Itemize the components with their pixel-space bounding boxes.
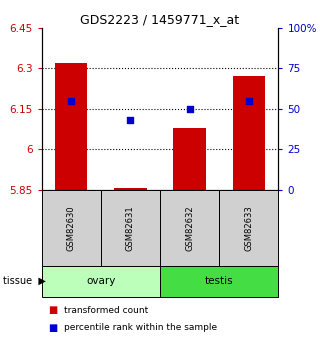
Text: tissue  ▶: tissue ▶ bbox=[3, 276, 46, 286]
Bar bbox=[55, 63, 87, 190]
Bar bbox=[219, 190, 278, 266]
Text: testis: testis bbox=[205, 276, 234, 286]
Text: GSM82631: GSM82631 bbox=[126, 205, 135, 250]
Bar bbox=[233, 76, 265, 190]
Point bbox=[69, 98, 74, 104]
Title: GDS2223 / 1459771_x_at: GDS2223 / 1459771_x_at bbox=[80, 13, 240, 27]
Text: GSM82630: GSM82630 bbox=[67, 205, 76, 250]
Point bbox=[128, 117, 133, 123]
Bar bbox=[173, 128, 206, 190]
Bar bbox=[42, 266, 160, 297]
Text: ovary: ovary bbox=[86, 276, 116, 286]
Text: GSM82633: GSM82633 bbox=[244, 205, 253, 250]
Point bbox=[187, 106, 192, 111]
Bar bbox=[160, 266, 278, 297]
Bar bbox=[101, 190, 160, 266]
Point bbox=[246, 98, 252, 104]
Bar bbox=[160, 190, 219, 266]
Text: GSM82632: GSM82632 bbox=[185, 205, 194, 250]
Bar bbox=[42, 190, 101, 266]
Text: ■: ■ bbox=[48, 323, 57, 333]
Text: ■: ■ bbox=[48, 306, 57, 315]
Text: percentile rank within the sample: percentile rank within the sample bbox=[64, 323, 217, 332]
Bar bbox=[114, 188, 147, 190]
Text: transformed count: transformed count bbox=[64, 306, 148, 315]
